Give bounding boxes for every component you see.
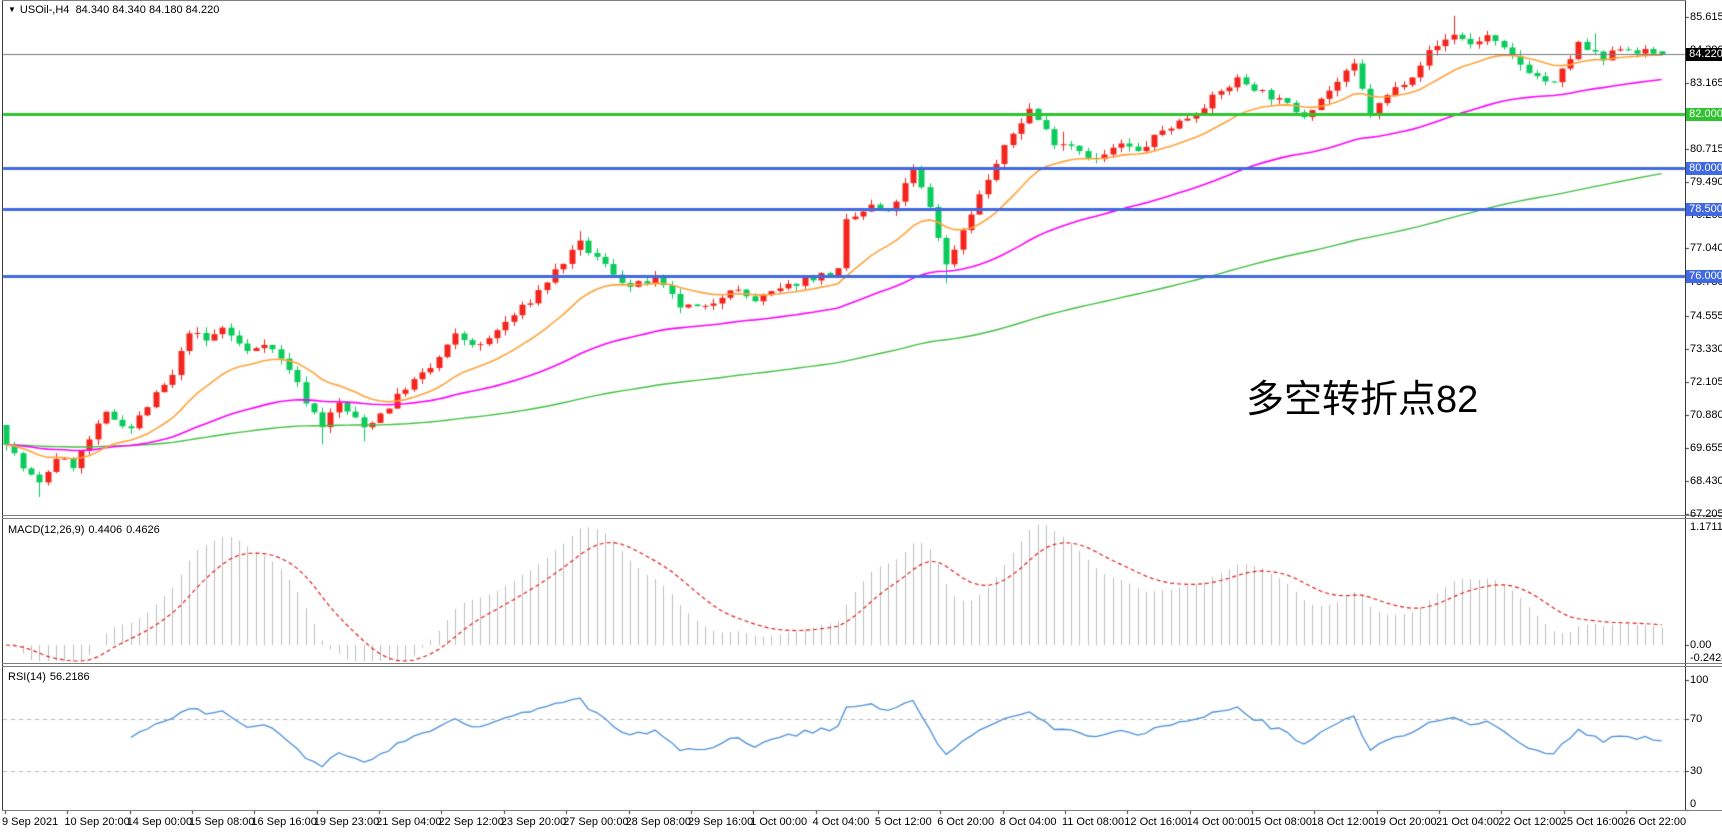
time-axis-label: 16 Sep 16:00 <box>251 816 317 828</box>
time-axis-label: 19 Oct 20:00 <box>1373 816 1437 828</box>
time-axis-label: 8 Oct 04:00 <box>999 816 1057 828</box>
time-axis-label: 27 Sep 00:00 <box>563 816 629 828</box>
price-tick-label: 85.615 <box>1690 10 1722 23</box>
ohlc-values: 84.340 84.340 84.180 84.220 <box>75 4 220 16</box>
time-axis-label: 29 Sep 16:00 <box>687 816 754 828</box>
time-axis-label: 5 Oct 12:00 <box>874 816 932 828</box>
time-axis-label: 28 Sep 08:00 <box>625 816 691 828</box>
time-axis-label: 22 Oct 12:00 <box>1498 816 1562 828</box>
price-tick-label: 70.880 <box>1690 408 1722 421</box>
time-axis-label: 10 Sep 20:00 <box>64 816 130 828</box>
separator-macd-rsi-b[interactable] <box>2 666 1722 667</box>
time-axis-label: 9 Sep 2021 <box>2 816 59 828</box>
axis-border <box>1685 0 1686 810</box>
separator-main-macd-a[interactable] <box>2 515 1722 516</box>
price-tick-label: 79.490 <box>1690 176 1722 189</box>
macd-axis-max: 1.1711 <box>1690 521 1722 533</box>
price-level-badge: 76.000 <box>1686 270 1722 283</box>
rsi-name: RSI(14) <box>8 671 46 683</box>
time-axis-label: 23 Sep 20:00 <box>500 816 567 828</box>
symbol-period-label: USOil-,H4 <box>19 4 70 16</box>
separator-main-macd-b[interactable] <box>2 518 1722 519</box>
price-tick-label: 80.715 <box>1690 143 1722 156</box>
left-border <box>2 0 3 810</box>
price-level-badge: 84.220 <box>1686 48 1722 62</box>
chart-title: ▼ USOil-,H4 84.340 84.340 84.180 84.220 <box>8 4 219 16</box>
rsi-axis-label: 100 <box>1690 674 1709 686</box>
rsi-value: 56.2186 <box>49 671 90 683</box>
time-axis-label: 11 Oct 08:00 <box>1061 816 1125 828</box>
symbol-dropdown-icon[interactable]: ▼ <box>8 5 16 14</box>
top-border <box>2 0 1686 1</box>
price-tick-label: 67.205 <box>1690 507 1722 520</box>
price-tick-label: 73.330 <box>1690 342 1722 355</box>
price-tick-label: 74.555 <box>1690 309 1722 322</box>
rsi-axis-label: 0 <box>1690 798 1697 810</box>
price-level-badge: 78.500 <box>1686 202 1722 216</box>
macd-main-value: 0.4406 <box>88 524 123 536</box>
price-level-badge: 80.000 <box>1686 162 1722 175</box>
rsi-label-row: RSI(14) 56.2186 <box>8 671 94 683</box>
macd-signal-value: 0.4626 <box>126 524 160 536</box>
macd-axis-zero: 0.00 <box>1690 639 1712 651</box>
price-level-badge: 82.000 <box>1686 108 1722 121</box>
price-tick-label: 83.165 <box>1690 77 1722 90</box>
rsi-axis-label: 30 <box>1690 765 1703 777</box>
price-tick-label: 72.105 <box>1690 375 1722 388</box>
macd-axis-min: -0.2424 <box>1690 652 1722 664</box>
time-axis-label: 15 Sep 08:00 <box>189 816 255 828</box>
time-axis-label: 6 Oct 20:00 <box>937 816 995 828</box>
rsi-axis-label: 70 <box>1690 713 1703 725</box>
time-axis-label: 19 Sep 23:00 <box>313 816 380 828</box>
time-axis-label: 4 Oct 04:00 <box>812 816 870 828</box>
time-axis-label: 21 Sep 04:00 <box>376 816 442 828</box>
time-axis-label: 14 Oct 00:00 <box>1186 816 1250 828</box>
macd-label-row: MACD(12,26,9) 0.4406 0.4626 <box>8 524 164 536</box>
time-axis-label: 12 Oct 16:00 <box>1124 816 1188 828</box>
time-axis-label: 26 Oct 22:00 <box>1623 816 1687 828</box>
time-axis-label: 18 Oct 12:00 <box>1311 816 1375 828</box>
annotation-text: 多空转折点82 <box>1246 379 1479 421</box>
price-tick-label: 69.655 <box>1690 441 1722 454</box>
separator-macd-rsi-a[interactable] <box>2 663 1722 664</box>
time-axis-label: 14 Sep 00:00 <box>126 816 193 828</box>
price-tick-label: 77.040 <box>1690 242 1722 255</box>
time-axis-label: 21 Oct 04:00 <box>1436 816 1500 828</box>
time-axis-label: 1 Oct 00:00 <box>750 816 808 828</box>
time-axis-label: 15 Oct 08:00 <box>1249 816 1312 828</box>
bottom-border <box>2 810 1722 811</box>
price-tick-label: 68.430 <box>1690 474 1722 487</box>
time-axis-label: 25 Oct 16:00 <box>1560 816 1624 828</box>
macd-name: MACD(12,26,9) <box>8 524 85 536</box>
time-axis-label: 22 Sep 12:00 <box>438 816 504 828</box>
